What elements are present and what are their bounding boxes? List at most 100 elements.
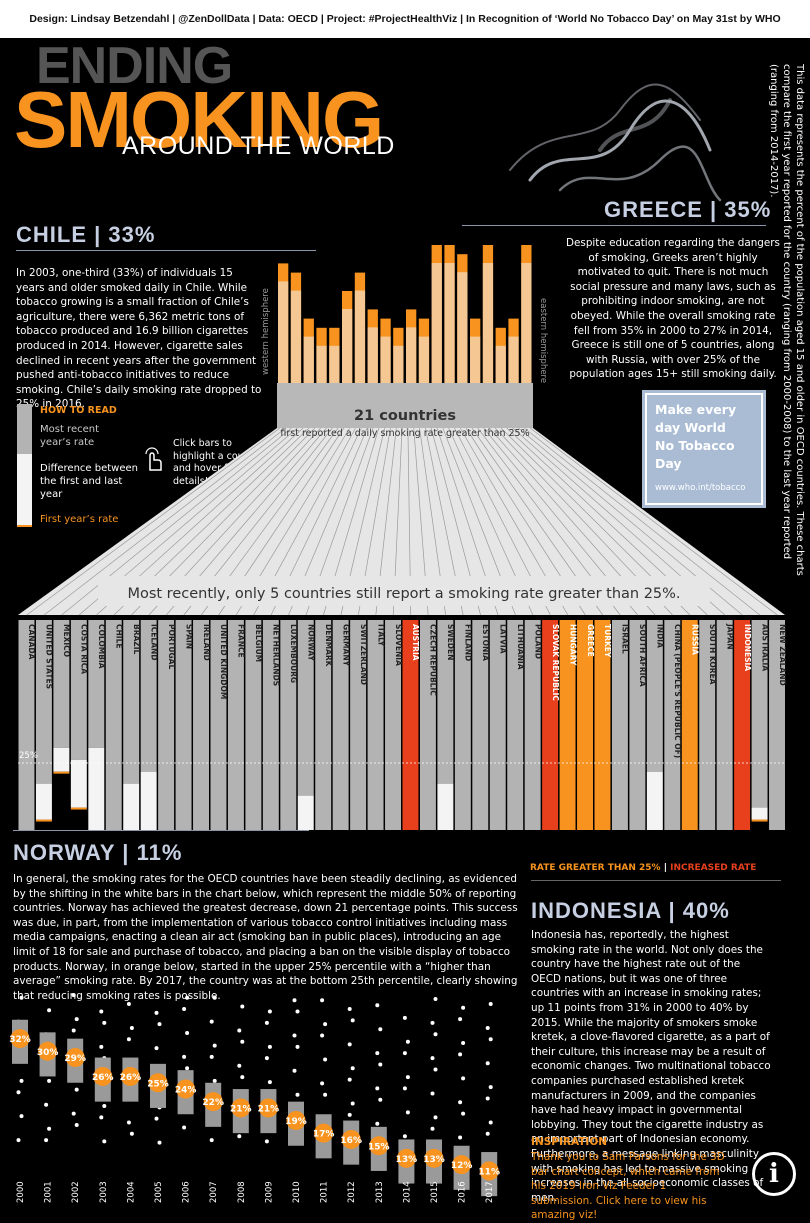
recent-rate-bar-russia[interactable] <box>681 620 698 830</box>
country-dot <box>433 1032 438 1037</box>
difference-bar-sweden[interactable] <box>437 783 454 830</box>
recent-rate-bar-new-zealand[interactable] <box>769 620 785 830</box>
recent-rate-bar-chile[interactable] <box>105 620 122 830</box>
norway-point-2005[interactable] <box>148 1073 168 1093</box>
country-dot <box>402 1086 407 1091</box>
recent-rate-bar-canada[interactable] <box>18 620 35 830</box>
recent-rate-bar-japan[interactable] <box>716 620 733 830</box>
recent-rate-bar-denmark[interactable] <box>315 620 332 830</box>
norway-point-2000[interactable] <box>10 1029 30 1049</box>
norway-point-2002[interactable] <box>65 1048 85 1068</box>
norway-point-2017[interactable] <box>479 1161 499 1181</box>
recent-rate-bar-united-kingdom[interactable] <box>210 620 227 830</box>
greece-text: Despite education regarding the dangers … <box>566 237 780 381</box>
indonesia-heading: INDONESIA | 40% <box>531 898 730 923</box>
recent-rate-bar-sweden[interactable] <box>437 620 454 784</box>
recent-rate-bar-colombia[interactable] <box>88 620 105 748</box>
recent-rate-bar-poland[interactable] <box>524 620 541 830</box>
norway-point-2006[interactable] <box>176 1079 196 1099</box>
difference-bar-india[interactable] <box>646 771 663 830</box>
recent-rate-bar-ireland[interactable] <box>193 620 209 830</box>
norway-point-2016[interactable] <box>452 1155 472 1175</box>
norway-label-2003: 26% <box>92 1073 114 1083</box>
recent-rate-bar-india[interactable] <box>646 620 663 772</box>
recent-rate-bar-hungary[interactable] <box>559 620 576 830</box>
norway-heading: NORWAY | 11% <box>13 840 183 865</box>
country-label-latvia: LATVIA <box>499 624 508 654</box>
recent-rate-bar-switzerland[interactable] <box>350 620 367 830</box>
recent-rate-bar-australia[interactable] <box>751 620 768 808</box>
recent-rate-bar-turkey[interactable] <box>594 620 611 830</box>
country-dot <box>350 1018 355 1023</box>
world-no-tobacco-day-box[interactable]: Make every day World No Tobacco Day www.… <box>645 393 763 505</box>
recent-rate-bar-luxembourg[interactable] <box>280 620 297 830</box>
first-rate-marker-mexico <box>53 771 70 774</box>
norway-point-2012[interactable] <box>341 1129 361 1149</box>
norway-point-2008[interactable] <box>231 1098 251 1118</box>
recent-rate-bar-israel[interactable] <box>611 620 628 830</box>
country-label-sweden: SWEDEN <box>446 624 455 660</box>
recent-rate-bar-germany[interactable] <box>332 620 349 830</box>
norway-point-2003[interactable] <box>93 1066 113 1086</box>
norway-point-2007[interactable] <box>203 1092 223 1112</box>
recent-rate-bar-netherlands[interactable] <box>262 620 279 830</box>
difference-bar-costa-rica[interactable] <box>70 759 87 808</box>
recent-rate-bar-spain[interactable] <box>175 620 192 830</box>
inspiration-text[interactable]: Thank you to Sam Parsons for the 3D bar … <box>531 1151 725 1222</box>
norway-point-2009[interactable] <box>258 1098 278 1118</box>
recent-rate-bar-greece[interactable] <box>577 620 593 830</box>
recent-rate-bar-latvia[interactable] <box>489 620 506 830</box>
recent-rate-bar-iceland[interactable] <box>140 620 157 772</box>
recent-rate-bar-czech-republic[interactable] <box>419 620 436 830</box>
recent-rate-bar-portugal[interactable] <box>158 620 175 830</box>
campaign-url[interactable]: www.who.int/tobacco <box>655 483 746 493</box>
difference-bar-colombia[interactable] <box>88 747 105 830</box>
country-dot <box>74 1122 79 1127</box>
difference-bar-united-states[interactable] <box>35 783 52 820</box>
norway-point-2014[interactable] <box>396 1148 416 1168</box>
difference-bar-norway[interactable] <box>297 795 314 830</box>
recent-rate-bar-norway[interactable] <box>297 620 314 796</box>
difference-bar-australia[interactable] <box>751 807 768 820</box>
info-icon[interactable]: i <box>752 1152 796 1196</box>
recent-rate-bar-belgium[interactable] <box>245 620 262 830</box>
norway-label-2014: 13% <box>396 1155 418 1165</box>
recent-rate-bar-costa-rica[interactable] <box>70 620 87 760</box>
recent-rate-bar-china-people-s-republic-of-[interactable] <box>664 620 681 830</box>
chile-text: In 2003, one-third (33%) of individuals … <box>16 267 262 411</box>
recent-rate-bar-united-states[interactable] <box>35 620 52 784</box>
recent-rate-bar-indonesia[interactable] <box>734 620 751 830</box>
country-dot <box>240 1004 245 1009</box>
country-dot <box>430 1091 435 1096</box>
difference-bar-mexico[interactable] <box>53 747 70 772</box>
difference-bar-brazil[interactable] <box>123 783 140 830</box>
country-dot <box>129 1025 134 1030</box>
country-dot <box>154 1116 159 1121</box>
norway-point-2013[interactable] <box>369 1136 389 1156</box>
norway-point-2015[interactable] <box>424 1148 444 1168</box>
year-label-2017: 2017 <box>485 1181 495 1203</box>
norway-point-2010[interactable] <box>286 1111 306 1131</box>
recent-rate-bar-slovenia[interactable] <box>385 620 401 830</box>
recent-rate-bar-austria[interactable] <box>402 620 419 830</box>
country-dot <box>320 998 325 1003</box>
recent-rate-bar-south-korea[interactable] <box>699 620 716 830</box>
recent-rate-bar-mexico[interactable] <box>53 620 70 748</box>
norway-box-plot: 32% 2000 30% 2001 29% 2002 26% 2003 26% 2004 25% 20… <box>9 993 500 1203</box>
recent-rate-bar-finland[interactable] <box>454 620 471 830</box>
first-rate-bars <box>278 245 532 383</box>
norway-point-2001[interactable] <box>38 1041 58 1061</box>
recent-rate-bar-brazil[interactable] <box>123 620 140 784</box>
recent-rate-bar-slovak-republic[interactable] <box>542 620 559 830</box>
norway-point-2011[interactable] <box>314 1123 334 1143</box>
norway-point-2004[interactable] <box>120 1066 140 1086</box>
recent-rate-bar-lithuania[interactable] <box>507 620 524 830</box>
recent-rate-bar-south-africa[interactable] <box>629 620 646 830</box>
recent-rate-bar-italy[interactable] <box>367 620 384 830</box>
country-dot <box>375 1121 380 1126</box>
recent-rate-bar-france[interactable] <box>227 620 244 830</box>
recent-rate-bar-estonia[interactable] <box>472 620 489 830</box>
country-dot <box>375 1003 380 1008</box>
year-label-2004: 2004 <box>126 1181 136 1203</box>
difference-bar-iceland[interactable] <box>140 771 157 830</box>
